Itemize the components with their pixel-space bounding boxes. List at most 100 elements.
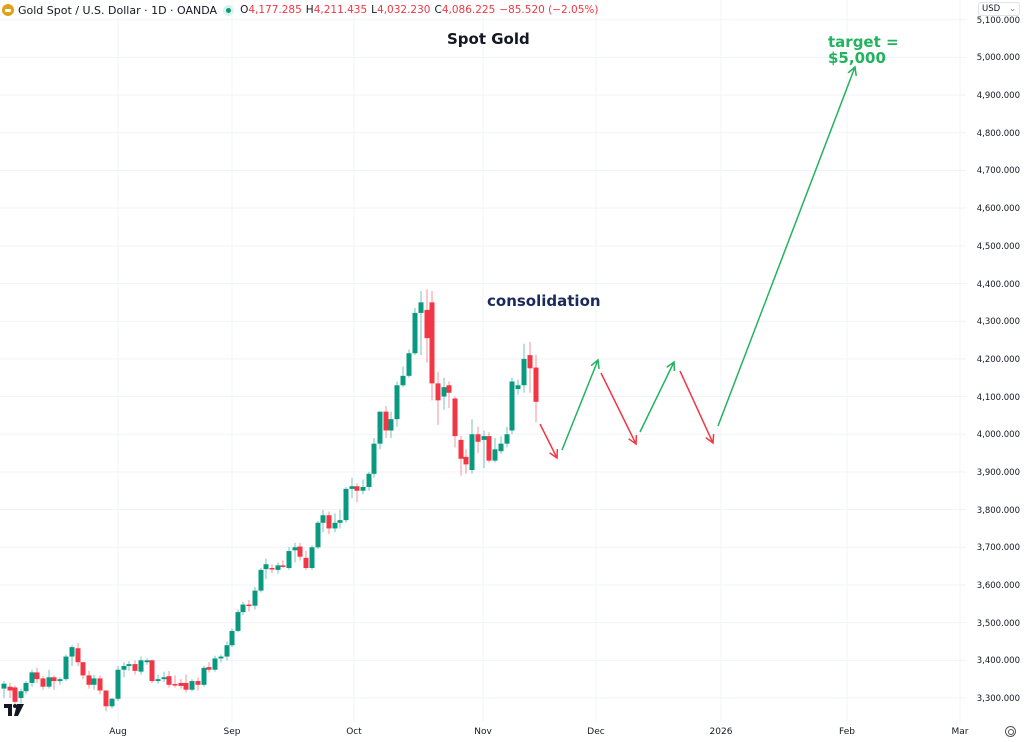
candle-up[interactable] bbox=[469, 419, 475, 474]
candle-up[interactable] bbox=[155, 674, 161, 684]
candle-down[interactable] bbox=[458, 436, 464, 476]
candle-up[interactable] bbox=[394, 381, 400, 427]
candle-down[interactable] bbox=[195, 677, 201, 691]
projection-arrow-down[interactable] bbox=[600, 372, 638, 446]
candle-up[interactable] bbox=[115, 665, 121, 702]
candle-down[interactable] bbox=[446, 381, 452, 408]
candle-down[interactable] bbox=[206, 662, 212, 673]
candle-up[interactable] bbox=[400, 366, 406, 388]
candle-up[interactable] bbox=[360, 479, 366, 495]
candle-up[interactable] bbox=[377, 411, 383, 450]
price-axis[interactable]: USD ⌄ 5,100.000 5,000.000 4,900.000 4,800.0… bbox=[966, 0, 1024, 722]
candle-down[interactable] bbox=[354, 483, 360, 503]
candle-up[interactable] bbox=[235, 609, 241, 633]
projection-arrow-up[interactable] bbox=[639, 360, 676, 433]
candle-up[interactable] bbox=[366, 471, 372, 491]
consolidation-annotation[interactable]: consolidation bbox=[487, 292, 601, 310]
candle-down[interactable] bbox=[527, 341, 533, 393]
candle-up[interactable] bbox=[91, 674, 97, 690]
candle-down[interactable] bbox=[97, 675, 103, 695]
candle-up[interactable] bbox=[201, 665, 207, 687]
candle-up[interactable] bbox=[515, 379, 521, 395]
candle-up[interactable] bbox=[121, 662, 127, 678]
candle-up[interactable] bbox=[1, 681, 7, 698]
candle-down[interactable] bbox=[429, 291, 435, 401]
candle-up[interactable] bbox=[240, 601, 246, 616]
candle-down[interactable] bbox=[12, 685, 18, 704]
candle-down[interactable] bbox=[166, 670, 172, 688]
candle-up[interactable] bbox=[229, 628, 235, 648]
chart-canvas[interactable] bbox=[0, 0, 966, 722]
candle-down[interactable] bbox=[51, 675, 57, 690]
candle-up[interactable] bbox=[23, 681, 29, 695]
candle-up[interactable] bbox=[69, 645, 75, 666]
candle-up[interactable] bbox=[144, 658, 150, 665]
candle-up[interactable] bbox=[412, 308, 418, 356]
candle-down[interactable] bbox=[34, 667, 40, 683]
candle-down[interactable] bbox=[326, 511, 332, 535]
projection-arrow-up[interactable] bbox=[561, 358, 600, 451]
candle-down[interactable] bbox=[269, 564, 275, 573]
candle-up[interactable] bbox=[504, 426, 510, 448]
candle-up[interactable] bbox=[492, 438, 498, 463]
candle-up[interactable] bbox=[126, 661, 132, 671]
candle-up[interactable] bbox=[441, 377, 447, 410]
candle-up[interactable] bbox=[309, 545, 315, 570]
candle-down[interactable] bbox=[475, 426, 481, 454]
candle-down[interactable] bbox=[424, 289, 430, 363]
candle-down[interactable] bbox=[280, 560, 286, 569]
candle-down[interactable] bbox=[303, 551, 309, 570]
symbol-title[interactable]: Gold Spot / U.S. Dollar · 1D · OANDA bbox=[18, 3, 218, 17]
candle-up[interactable] bbox=[189, 679, 195, 692]
candle-up[interactable] bbox=[29, 669, 35, 687]
target-annotation[interactable]: target = $5,000 bbox=[828, 34, 899, 66]
tradingview-logo-icon[interactable] bbox=[4, 704, 24, 716]
candle-down[interactable] bbox=[486, 432, 492, 463]
candle-up[interactable] bbox=[252, 586, 258, 610]
candle-up[interactable] bbox=[320, 509, 326, 533]
candle-down[interactable] bbox=[75, 643, 81, 666]
candle-up[interactable] bbox=[63, 654, 69, 682]
candle-down[interactable] bbox=[183, 674, 189, 693]
candle-up[interactable] bbox=[258, 568, 264, 593]
candle-up[interactable] bbox=[388, 411, 394, 439]
candle-up[interactable] bbox=[286, 547, 292, 570]
candle-up[interactable] bbox=[224, 641, 230, 661]
candle-down[interactable] bbox=[86, 670, 92, 689]
candle-up[interactable] bbox=[212, 655, 218, 672]
candle-down[interactable] bbox=[40, 676, 46, 690]
projection-arrow-down[interactable] bbox=[679, 370, 715, 445]
candle-up[interactable] bbox=[371, 438, 377, 478]
candle-up[interactable] bbox=[521, 343, 527, 393]
candle-up[interactable] bbox=[292, 542, 298, 563]
time-axis[interactable]: Aug Sep Oct Nov Dec 2026 Feb Mar bbox=[0, 722, 1024, 742]
candle-up[interactable] bbox=[46, 669, 52, 689]
candle-down[interactable] bbox=[178, 679, 184, 689]
candle-down[interactable] bbox=[80, 662, 86, 680]
candle-up[interactable] bbox=[509, 377, 515, 435]
candle-up[interactable] bbox=[18, 688, 24, 704]
candle-up[interactable] bbox=[498, 436, 504, 454]
candle-up[interactable] bbox=[406, 349, 412, 378]
candle-down[interactable] bbox=[435, 372, 441, 425]
candle-up[interactable] bbox=[343, 486, 349, 523]
chart-title-annotation[interactable]: Spot Gold bbox=[447, 30, 530, 48]
currency-dropdown[interactable]: USD ⌄ bbox=[978, 2, 1020, 16]
candle-up[interactable] bbox=[138, 656, 144, 675]
candle-up[interactable] bbox=[218, 654, 224, 663]
candle-up[interactable] bbox=[275, 562, 281, 574]
candle-down[interactable] bbox=[149, 659, 155, 683]
candle-down[interactable] bbox=[132, 660, 138, 675]
candle-down[interactable] bbox=[246, 600, 252, 612]
candle-up[interactable] bbox=[332, 513, 338, 533]
candle-down[interactable] bbox=[103, 690, 109, 712]
projection-arrow-up[interactable] bbox=[717, 65, 857, 427]
candle-down[interactable] bbox=[452, 396, 458, 448]
candle-down[interactable] bbox=[533, 354, 539, 423]
candle-up[interactable] bbox=[161, 671, 167, 683]
candle-down[interactable] bbox=[297, 542, 303, 561]
gold-symbol-icon[interactable] bbox=[2, 4, 14, 16]
candle-down[interactable] bbox=[7, 682, 13, 698]
candle-up[interactable] bbox=[337, 509, 343, 529]
candle-up[interactable] bbox=[481, 430, 487, 469]
